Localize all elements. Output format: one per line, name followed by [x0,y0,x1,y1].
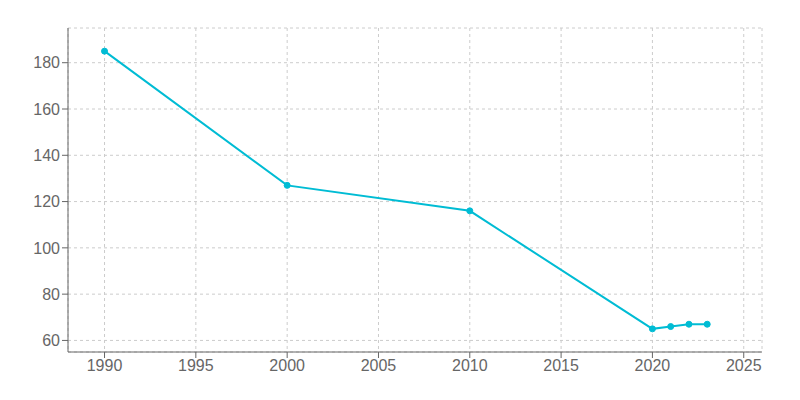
svg-text:100: 100 [33,240,60,257]
svg-text:180: 180 [33,54,60,71]
svg-text:1995: 1995 [178,357,214,374]
svg-text:160: 160 [33,101,60,118]
svg-text:2020: 2020 [635,357,671,374]
svg-text:2025: 2025 [726,357,762,374]
svg-text:2015: 2015 [543,357,579,374]
svg-text:80: 80 [42,286,60,303]
svg-text:1990: 1990 [87,357,123,374]
svg-text:60: 60 [42,332,60,349]
svg-text:140: 140 [33,147,60,164]
svg-text:2005: 2005 [361,357,397,374]
svg-text:2000: 2000 [269,357,305,374]
svg-text:2010: 2010 [452,357,488,374]
svg-text:120: 120 [33,193,60,210]
